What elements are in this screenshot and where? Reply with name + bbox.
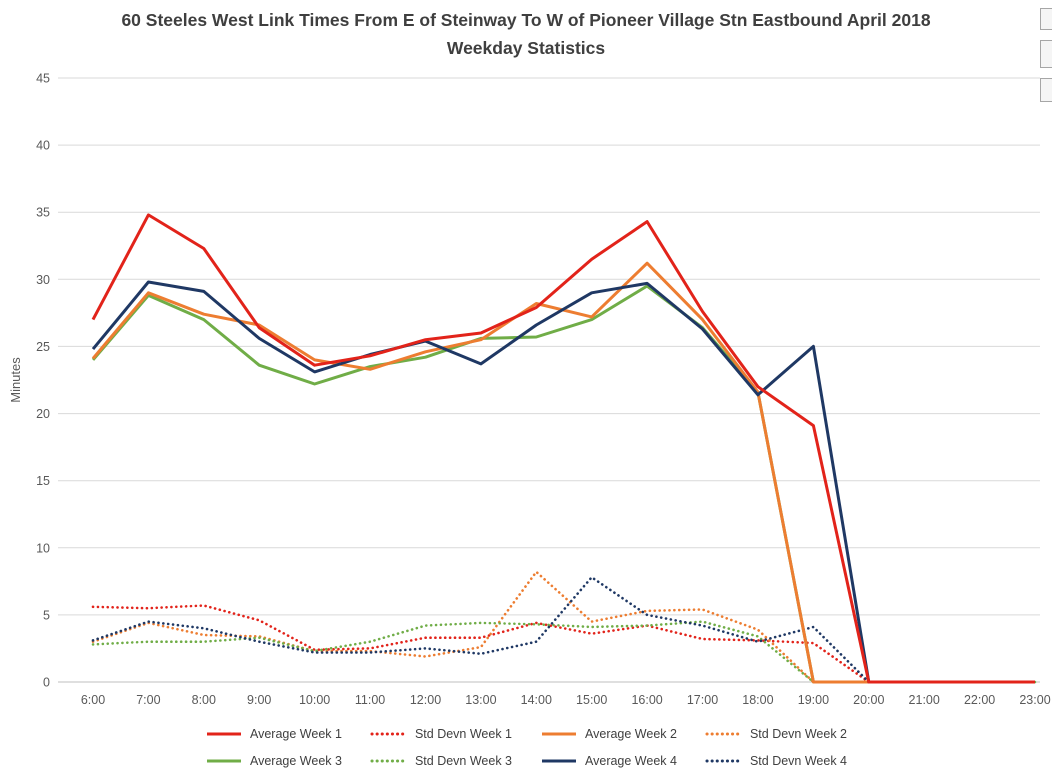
corner-buttons: [1040, 8, 1052, 102]
x-tick-label: 21:00: [909, 693, 940, 707]
x-tick-label: 7:00: [136, 693, 160, 707]
legend-item-average-week-4[interactable]: Average Week 4: [540, 754, 677, 768]
x-tick-label: 9:00: [247, 693, 271, 707]
series-line-average-week-3: [91, 284, 1035, 684]
cropped-button-3-icon[interactable]: [1040, 78, 1052, 102]
dotted-line-swatch-icon: [705, 732, 743, 735]
dotted-line-swatch-icon: [705, 759, 743, 762]
cropped-button-1-icon[interactable]: [1040, 8, 1052, 30]
series-line-std-devn-week-1: [91, 604, 1037, 684]
x-tick-label: 19:00: [798, 693, 829, 707]
legend-label: Std Devn Week 2: [749, 726, 848, 741]
x-tick-label: 10:00: [299, 693, 330, 707]
x-tick-label: 13:00: [465, 693, 496, 707]
x-tick-label: 18:00: [742, 693, 773, 707]
y-tick-label: 5: [43, 608, 50, 622]
legend-item-average-week-3[interactable]: Average Week 3: [205, 754, 342, 768]
legend-label: Average Week 3: [249, 753, 342, 768]
legend-label: Std Devn Week 3: [414, 753, 512, 768]
x-tick-label: 14:00: [521, 693, 552, 707]
legend-item-average-week-2[interactable]: Average Week 2: [540, 727, 677, 741]
series-line-std-devn-week-2: [91, 570, 1037, 684]
legend-item-std-devn-week-2[interactable]: Std Devn Week 2: [705, 727, 847, 741]
y-tick-label: 0: [43, 676, 50, 690]
legend-label: Std Devn Week 1: [414, 726, 512, 741]
legend-label: Average Week 4: [585, 753, 677, 768]
legend-item-std-devn-week-3[interactable]: Std Devn Week 3: [370, 754, 512, 768]
dotted-line-swatch-icon: [370, 732, 408, 735]
y-tick-label: 45: [36, 72, 50, 86]
series-line-std-devn-week-3: [91, 620, 1037, 684]
solid-line-swatch-icon: [206, 732, 241, 735]
legend-row: Average Week 1 Std Devn Week 1 Average Wee…: [0, 720, 1052, 747]
x-tick-label: 20:00: [853, 693, 884, 707]
solid-line-swatch-icon: [542, 732, 576, 735]
cropped-button-2-icon[interactable]: [1040, 40, 1052, 68]
x-tick-label: 16:00: [631, 693, 662, 707]
y-tick-label: 35: [36, 206, 50, 220]
chart-legend: Average Week 1 Std Devn Week 1 Average Wee…: [0, 720, 1052, 774]
legend-item-average-week-1[interactable]: Average Week 1: [205, 727, 342, 741]
dotted-line-swatch-icon: [370, 759, 408, 762]
y-tick-label: 15: [36, 474, 50, 488]
solid-line-swatch-icon: [542, 759, 576, 762]
series-line-std-devn-week-4: [91, 575, 1037, 684]
x-tick-label: 11:00: [355, 693, 385, 707]
y-tick-label: 20: [36, 407, 50, 421]
legend-item-std-devn-week-4[interactable]: Std Devn Week 4: [705, 754, 847, 768]
legend-label: Average Week 1: [249, 726, 342, 741]
y-axis-title: Minutes: [8, 357, 23, 403]
legend-row: Average Week 3 Std Devn Week 3 Average Wee…: [0, 747, 1052, 774]
series-line-average-week-2: [91, 261, 1035, 684]
legend-item-std-devn-week-1[interactable]: Std Devn Week 1: [370, 727, 512, 741]
x-tick-label: 6:00: [81, 693, 105, 707]
solid-line-swatch-icon: [206, 759, 241, 762]
y-tick-label: 40: [36, 139, 50, 153]
y-tick-label: 25: [36, 340, 50, 354]
x-tick-label: 23:00: [1019, 693, 1050, 707]
legend-label: Average Week 2: [585, 726, 677, 741]
y-tick-label: 10: [36, 541, 50, 555]
y-tick-label: 30: [36, 273, 50, 287]
chart-title: 60 Steeles West Link Times From E of Ste…: [121, 10, 931, 58]
x-tick-label: 17:00: [687, 693, 718, 707]
series-line-average-week-4: [91, 280, 1035, 684]
x-tick-label: 15:00: [576, 693, 607, 707]
x-tick-label: 22:00: [964, 693, 995, 707]
series-line-average-week-1: [91, 213, 1035, 684]
x-tick-label: 12:00: [410, 693, 441, 707]
legend-label: Std Devn Week 4: [749, 753, 848, 768]
x-tick-label: 8:00: [192, 693, 216, 707]
